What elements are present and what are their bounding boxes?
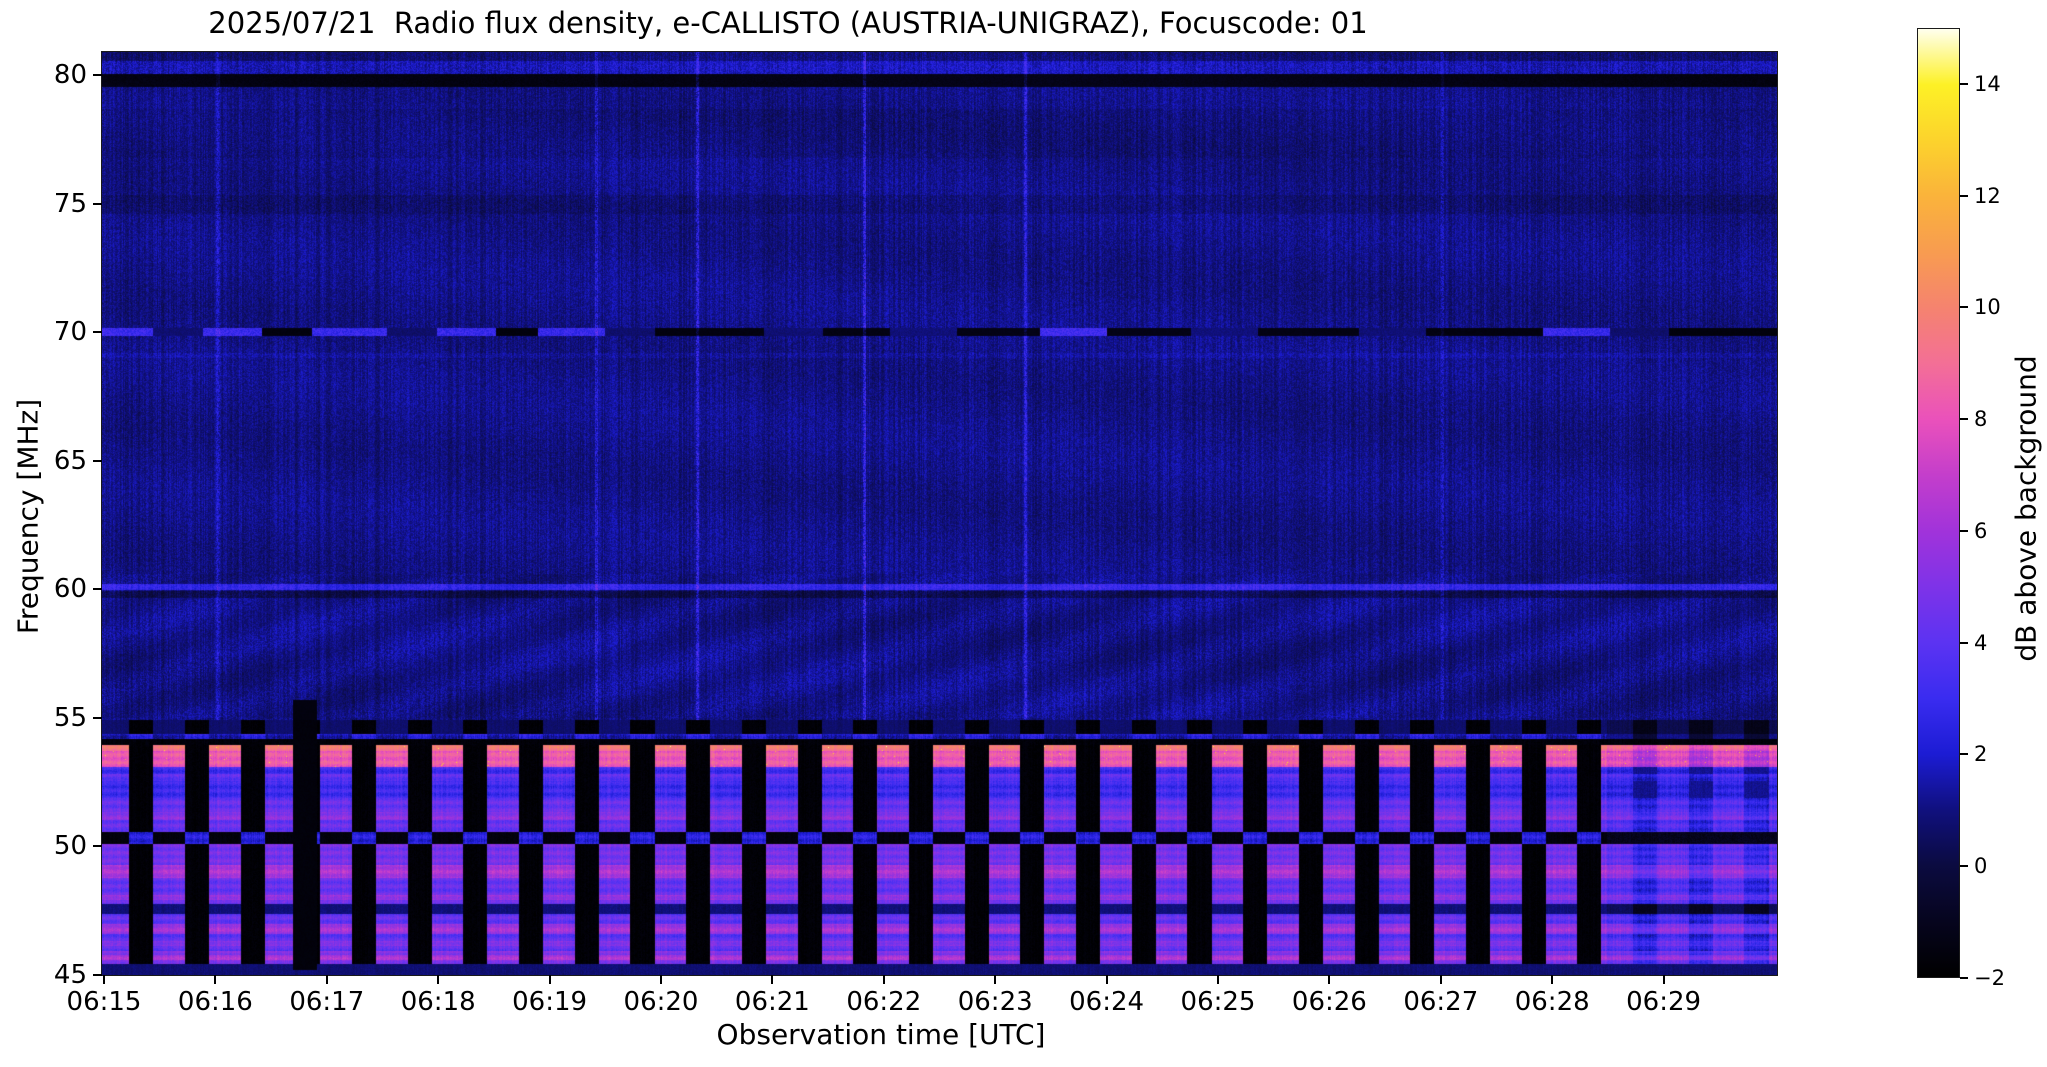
x-tick-label: 06:20 bbox=[623, 987, 699, 1017]
y-tick-label: 60 bbox=[53, 574, 87, 605]
x-tick-label: 06:17 bbox=[289, 987, 365, 1017]
x-tick-label: 06:29 bbox=[1626, 987, 1702, 1017]
x-tick-mark bbox=[1551, 975, 1554, 984]
y-tick-label: 55 bbox=[53, 702, 87, 733]
colorbar-tick-mark bbox=[1960, 753, 1968, 756]
y-tick-mark bbox=[93, 202, 102, 205]
y-tick-mark bbox=[93, 974, 102, 976]
x-tick-mark bbox=[994, 975, 997, 984]
colorbar-tick-mark bbox=[1960, 641, 1968, 644]
x-tick-mark bbox=[660, 975, 662, 984]
x-tick-label: 06:15 bbox=[66, 987, 142, 1017]
x-tick-mark bbox=[1217, 975, 1219, 984]
y-tick-mark bbox=[93, 845, 102, 848]
x-tick-mark bbox=[882, 975, 885, 984]
colorbar-tick-label: 6 bbox=[1974, 518, 1988, 543]
x-tick-label: 06:21 bbox=[734, 987, 810, 1017]
colorbar-tick-label: −2 bbox=[1974, 966, 2005, 990]
x-tick-mark bbox=[437, 975, 440, 984]
x-tick-mark bbox=[1662, 975, 1665, 984]
x-tick-mark bbox=[771, 975, 774, 984]
colorbar-label: dB above background bbox=[2009, 355, 2043, 662]
x-tick-mark bbox=[325, 975, 328, 984]
x-tick-label: 06:16 bbox=[177, 987, 253, 1017]
y-tick-mark bbox=[93, 588, 102, 591]
x-tick-label: 06:23 bbox=[957, 987, 1033, 1017]
colorbar-tick-mark bbox=[1960, 194, 1968, 197]
x-tick-label: 06:27 bbox=[1403, 987, 1479, 1017]
x-axis-label: Observation time [UTC] bbox=[716, 1018, 1046, 1051]
x-tick-mark bbox=[1105, 975, 1108, 984]
y-tick-label: 75 bbox=[53, 188, 87, 219]
colorbar-tick-mark bbox=[1960, 418, 1968, 421]
x-tick-mark bbox=[548, 975, 551, 984]
colorbar-tick-mark bbox=[1960, 306, 1968, 309]
x-tick-mark bbox=[103, 975, 105, 984]
colorbar-tick-mark bbox=[1960, 977, 1968, 979]
x-tick-label: 06:25 bbox=[1180, 987, 1256, 1017]
y-tick-label: 70 bbox=[53, 317, 87, 348]
colorbar-tick-label: 14 bbox=[1974, 71, 2001, 96]
x-tick-mark bbox=[1328, 975, 1331, 984]
colorbar-tick-label: 8 bbox=[1974, 407, 1988, 432]
colorbar-tick-label: 0 bbox=[1974, 854, 1988, 879]
colorbar-tick-label: 10 bbox=[1974, 295, 2001, 320]
plot-area bbox=[101, 51, 1778, 976]
y-tick-label: 65 bbox=[53, 445, 87, 476]
x-tick-label: 06:28 bbox=[1514, 987, 1590, 1017]
y-tick-label: 45 bbox=[53, 960, 87, 990]
spectrogram-canvas bbox=[102, 52, 1777, 975]
y-tick-label: 50 bbox=[53, 831, 87, 862]
colorbar-tick-mark bbox=[1960, 82, 1968, 85]
y-tick-mark bbox=[93, 459, 102, 462]
x-tick-mark bbox=[214, 975, 217, 984]
x-tick-label: 06:22 bbox=[846, 987, 922, 1017]
colorbar-tick-label: 2 bbox=[1974, 742, 1988, 767]
x-tick-label: 06:24 bbox=[1069, 987, 1145, 1017]
y-tick-mark bbox=[93, 74, 102, 77]
y-tick-label: 80 bbox=[53, 60, 87, 91]
y-tick-mark bbox=[93, 331, 102, 334]
colorbar-tick-mark bbox=[1960, 865, 1968, 868]
colorbar-tick-label: 4 bbox=[1974, 630, 1988, 655]
colorbar bbox=[1917, 28, 1960, 978]
y-axis-label: Frequency [MHz] bbox=[11, 398, 45, 635]
colorbar-tick-label: 12 bbox=[1974, 183, 2001, 208]
x-tick-mark bbox=[1439, 975, 1442, 984]
x-tick-label: 06:26 bbox=[1291, 987, 1367, 1017]
x-tick-label: 06:19 bbox=[512, 987, 588, 1017]
colorbar-tick-mark bbox=[1960, 529, 1968, 532]
x-tick-label: 06:18 bbox=[400, 987, 476, 1017]
plot-title: 2025/07/21 Radio flux density, e-CALLIST… bbox=[208, 6, 1368, 40]
y-tick-mark bbox=[93, 716, 102, 719]
